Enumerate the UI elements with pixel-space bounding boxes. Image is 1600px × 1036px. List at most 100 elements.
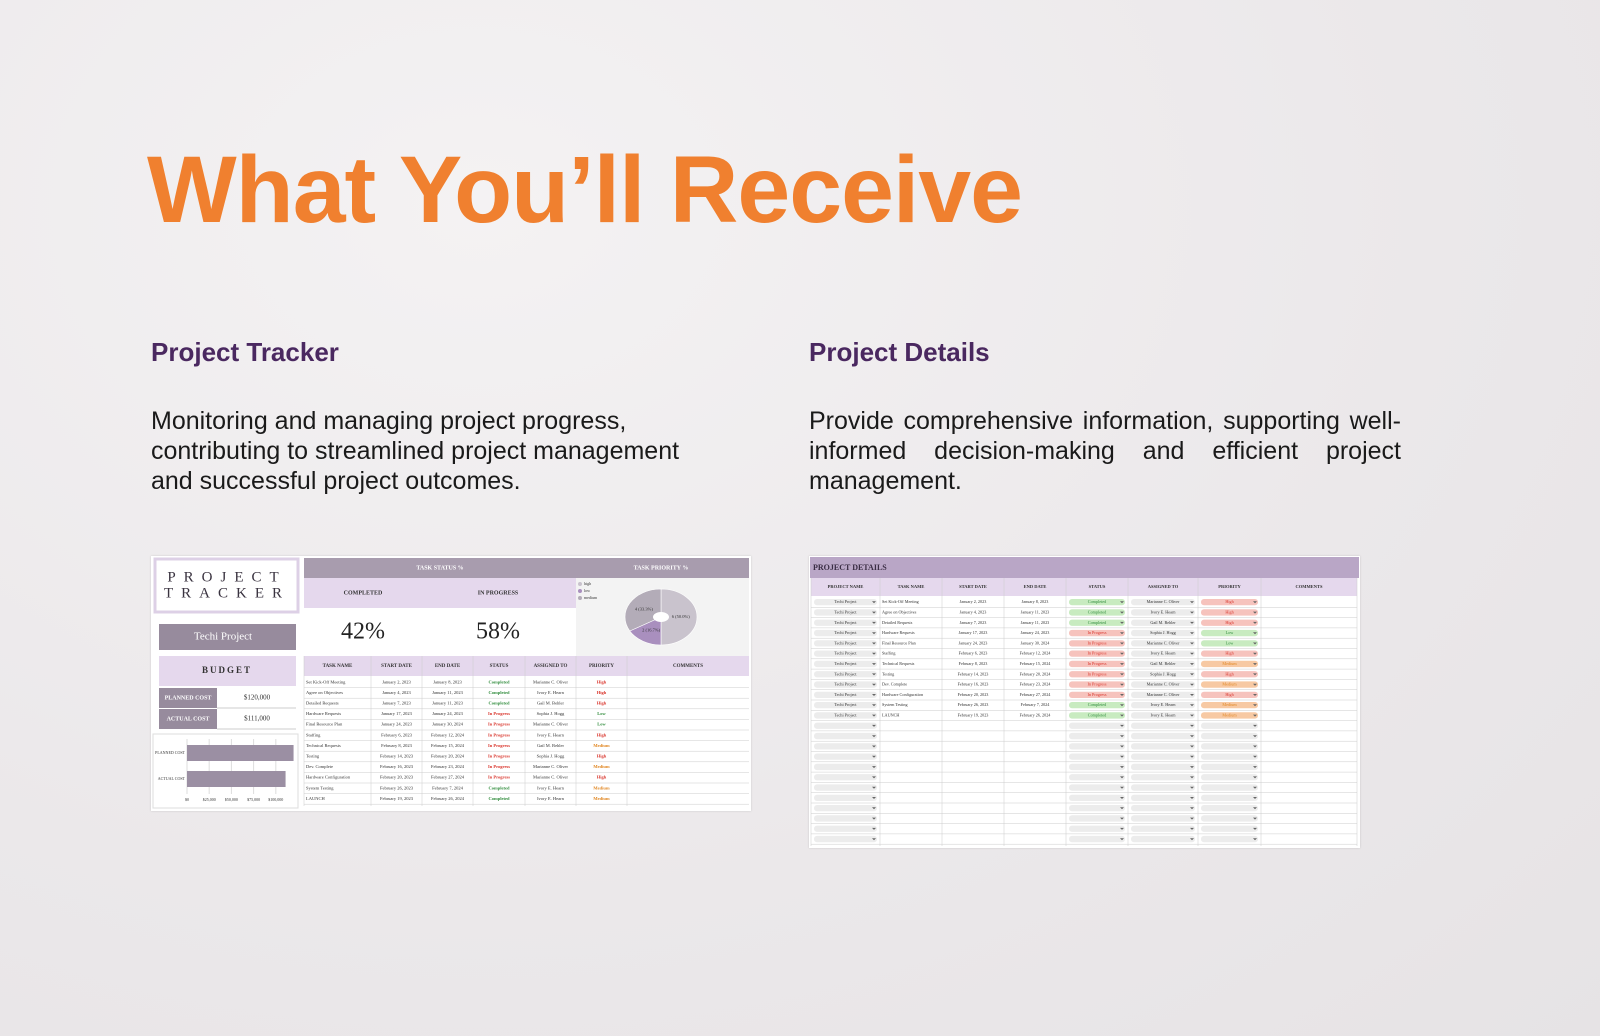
table-cell: High bbox=[597, 701, 607, 706]
budget-label: PLANNED COST bbox=[165, 695, 212, 701]
legend-label: high bbox=[584, 581, 591, 586]
table-cell: February 27, 2024 bbox=[1020, 692, 1052, 698]
cell-dropdown bbox=[1069, 702, 1125, 709]
cell-dropdown bbox=[1069, 732, 1125, 740]
dropdown-arrow bbox=[1190, 827, 1194, 830]
dropdown-arrow bbox=[1120, 766, 1124, 769]
dropdown-arrow bbox=[1190, 663, 1194, 666]
table-cell: Low bbox=[1226, 640, 1234, 645]
cell-dropdown bbox=[814, 753, 877, 760]
table-cell: January 24, 2023 bbox=[1021, 630, 1050, 636]
cell-dropdown bbox=[1069, 743, 1125, 750]
dropdown-arrow bbox=[1120, 735, 1124, 738]
dropdown-arrow bbox=[1190, 642, 1194, 645]
cell-dropdown bbox=[1069, 712, 1125, 719]
table-cell: Medium bbox=[593, 743, 610, 748]
dropdown-arrow bbox=[1253, 735, 1257, 738]
cell-dropdown bbox=[1131, 599, 1195, 606]
dropdown-arrow bbox=[1120, 642, 1124, 645]
table-cell: February 16, 2023 bbox=[958, 682, 989, 688]
table-cell: In Progress bbox=[488, 711, 510, 716]
table-cell: Testing bbox=[306, 754, 320, 759]
logo-frame bbox=[153, 557, 300, 614]
table-cell: Gail M. Behler bbox=[537, 743, 565, 748]
table-cell: February 16, 2023 bbox=[380, 764, 414, 770]
table-cell: Sophia J. Hogg bbox=[537, 754, 565, 759]
table-cell: Medium bbox=[1222, 661, 1237, 666]
table-cell: Dev. Complete bbox=[306, 764, 333, 769]
table-cell: Set Kick-Off Meeting bbox=[882, 599, 920, 604]
table-cell: LAUNCH bbox=[882, 712, 899, 717]
dropdown-arrow bbox=[1120, 745, 1124, 748]
table-cell: Medium bbox=[593, 796, 610, 801]
dropdown-arrow bbox=[1253, 714, 1257, 717]
cell-dropdown bbox=[1069, 722, 1125, 729]
table-cell: Ivory E. Hearn bbox=[1151, 609, 1177, 614]
dropdown-arrow bbox=[872, 663, 876, 666]
bar bbox=[187, 771, 286, 787]
project-name: Techi Project bbox=[194, 631, 252, 643]
cell-dropdown bbox=[814, 691, 877, 698]
category-label: ACTUAL COST bbox=[158, 776, 186, 781]
details-screenshot: PROJECT DETAILS PROJECT NAME TASK NAME STAR… bbox=[809, 556, 1360, 848]
table-cell: Dev. Complete bbox=[882, 682, 907, 687]
table-cell: Gail M. Behler bbox=[1150, 620, 1176, 625]
dropdown-arrow bbox=[872, 755, 876, 758]
table-cell: Ivory E. Hearn bbox=[537, 785, 565, 790]
cell-dropdown bbox=[1201, 753, 1258, 760]
cell-dropdown bbox=[1069, 640, 1125, 647]
table-cell: February 23, 2024 bbox=[1020, 682, 1052, 688]
cell-dropdown bbox=[814, 835, 877, 843]
dropdown-arrow bbox=[1253, 766, 1257, 769]
cell-dropdown bbox=[1201, 681, 1258, 688]
table-cell: Low bbox=[1226, 630, 1234, 635]
cell-dropdown bbox=[1069, 691, 1125, 698]
table-cell: Completed bbox=[1088, 712, 1107, 717]
dropdown-arrow bbox=[1253, 642, 1257, 645]
table-cell: High bbox=[597, 732, 607, 737]
dropdown-arrow bbox=[1120, 694, 1124, 696]
legend-label: low bbox=[584, 588, 590, 593]
table-cell: January 11, 2023 bbox=[1021, 609, 1050, 615]
table-cell: LAUNCH bbox=[306, 796, 325, 801]
dropdown-arrow bbox=[1120, 807, 1124, 810]
dropdown-arrow bbox=[872, 807, 876, 810]
dropdown-arrow bbox=[1253, 827, 1257, 830]
table-cell: System Testing bbox=[882, 702, 908, 707]
table-cell: Marianne C. Oliver bbox=[533, 679, 569, 684]
dropdown-arrow bbox=[1253, 776, 1257, 779]
cell-dropdown bbox=[1131, 784, 1195, 791]
cell-dropdown bbox=[814, 681, 877, 688]
cell-dropdown bbox=[1201, 609, 1258, 616]
table-cell: Ivory E. Hearn bbox=[1151, 651, 1177, 656]
dropdown-arrow bbox=[872, 714, 876, 717]
table-cell: In Progress bbox=[1088, 630, 1107, 635]
dropdown-arrow bbox=[1120, 621, 1124, 624]
table-cell: In Progress bbox=[1088, 651, 1107, 656]
table-cell: February 8, 2023 bbox=[959, 661, 988, 667]
status-title: TASK STATUS % bbox=[416, 565, 463, 571]
dropdown-arrow bbox=[1253, 704, 1257, 707]
cell-dropdown bbox=[1069, 681, 1125, 688]
table-cell: January 2, 2023 bbox=[960, 599, 987, 605]
table-cell: Ivory E. Hearn bbox=[537, 732, 565, 737]
table-cell: February 19, 2023 bbox=[958, 712, 989, 718]
section-description: Monitoring and managing project progress… bbox=[151, 407, 680, 495]
dropdown-arrow bbox=[1120, 704, 1124, 707]
details-header bbox=[810, 557, 1359, 578]
dropdown-arrow bbox=[1190, 797, 1194, 799]
dropdown-arrow bbox=[1190, 786, 1194, 789]
table-cell: January 11, 2023 bbox=[432, 690, 463, 696]
table-cell: January 30, 2024 bbox=[1021, 640, 1051, 646]
table-cell: Techi Project bbox=[834, 702, 857, 707]
dropdown-arrow bbox=[1253, 673, 1257, 676]
table-cell: February 20, 2023 bbox=[958, 692, 989, 698]
category-label: PLANNED COST bbox=[155, 750, 185, 755]
table-cell: Staffing bbox=[306, 732, 321, 737]
dropdown-arrow bbox=[1120, 838, 1124, 841]
budget-label-cell bbox=[159, 688, 217, 708]
section-description: Provide comprehensive information, suppo… bbox=[809, 407, 1401, 495]
legend-label: medium bbox=[584, 595, 598, 600]
table-cell: February 19, 2023 bbox=[380, 796, 414, 802]
cell-dropdown bbox=[1131, 825, 1195, 832]
